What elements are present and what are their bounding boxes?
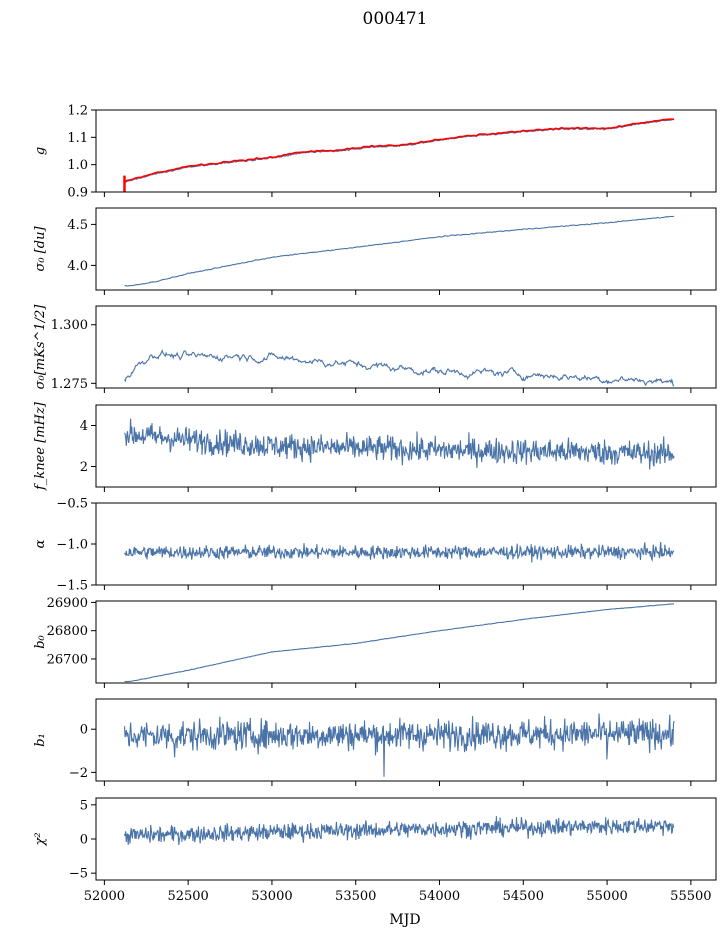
y-tick-label: 1.2 [67, 104, 88, 119]
series-sigma0 [124, 215, 675, 287]
y-axis-label-alpha: α [33, 539, 48, 548]
y-tick-label: −0.5 [56, 497, 88, 512]
y-axis-label-chi2: χ² [33, 832, 48, 846]
y-axis-label-fknee: f_knee [mHz] [33, 401, 48, 491]
y-tick-label: 26800 [47, 624, 88, 639]
y-tick-label: 4.0 [67, 259, 88, 274]
panel-b1: −2 0 b₁ [33, 698, 717, 786]
x-tick-label: 52500 [167, 889, 208, 904]
y-tick-label: −2 [69, 766, 88, 781]
panel-frame [95, 698, 717, 782]
series-fknee [124, 418, 675, 470]
y-tick-label: 26900 [47, 596, 88, 611]
panel-frame [95, 600, 717, 684]
panel-sigma0: 4.0 4.5 σ₀ [du] [33, 207, 717, 295]
figure-title: 000471 [363, 9, 428, 29]
panel-alpha: −1.5 −1.0 −0.5 α [33, 497, 717, 594]
series-chi2 [123, 816, 675, 845]
x-tick-label: 53500 [335, 889, 376, 904]
overlay-series-g [124, 118, 675, 183]
series-b0 [124, 603, 675, 683]
y-tick-label: 0 [80, 723, 88, 738]
y-axis-label-sigma0-mks: σ₀[mKs^1/2] [33, 304, 48, 390]
y-tick-label: 5 [80, 798, 88, 813]
y-tick-label: 26700 [47, 652, 88, 667]
y-tick-label: 4 [80, 419, 88, 434]
x-axis-label: MJD [389, 912, 420, 928]
y-tick-label: 0 [80, 833, 88, 848]
series-b1 [123, 713, 675, 777]
y-tick-label: 4.5 [67, 218, 88, 233]
y-tick-label: 2 [80, 460, 88, 475]
panel-frame [95, 797, 717, 881]
y-tick-label: 0.9 [67, 186, 88, 201]
panel-frame [95, 502, 717, 586]
panel-b0: 26700 26800 26900 b₀ [33, 596, 717, 688]
x-tick-label: 53000 [251, 889, 292, 904]
panel-fknee: 2 4 f_knee [mHz] [33, 401, 717, 492]
panel-frame [95, 207, 717, 291]
panels: 0.9 1.0 1.1 1.2 g 4.0 4.5 σ₀ [du] 1.275 1.300σ₀[m… [33, 104, 717, 904]
y-axis-label-b0: b₀ [33, 634, 48, 648]
y-tick-label: 1.0 [67, 158, 88, 173]
x-tick-label: 55500 [670, 889, 711, 904]
panel-frame [95, 109, 717, 193]
series-sigma0-mks [124, 349, 675, 387]
series-g [124, 118, 675, 184]
y-tick-label: 1.1 [67, 131, 88, 146]
y-axis-label-sigma0: σ₀ [du] [33, 226, 48, 272]
panel-frame [95, 404, 717, 488]
panel-g: 0.9 1.0 1.1 1.2 g [33, 104, 717, 201]
panel-frame [95, 305, 717, 389]
y-axis-label-b1: b₁ [33, 733, 48, 747]
y-tick-label: −5 [69, 867, 88, 882]
series-alpha [124, 541, 675, 563]
y-tick-label: 1.275 [51, 377, 88, 392]
y-tick-label: 1.300 [51, 318, 88, 333]
x-tick-label: 55000 [586, 889, 627, 904]
y-axis-label-g: g [33, 147, 48, 155]
x-tick-label: 54000 [419, 889, 460, 904]
y-tick-label: −1.0 [56, 538, 88, 553]
y-tick-label: −1.5 [56, 579, 88, 594]
panel-chi2: −5 0 5 52000 52500 53000 53500 54000 54500 55000 5… [33, 797, 717, 904]
x-tick-label: 54500 [503, 889, 544, 904]
x-tick-label: 52000 [84, 889, 125, 904]
